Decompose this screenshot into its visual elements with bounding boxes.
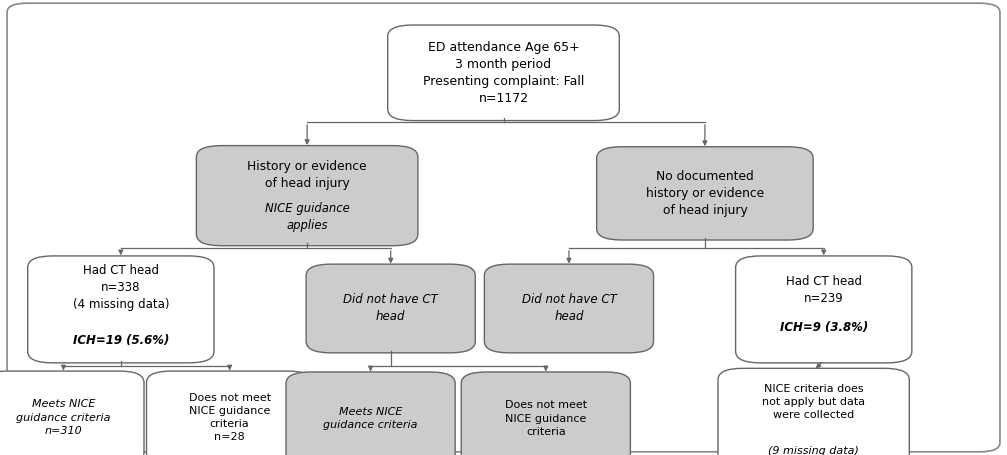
Text: History or evidence
of head injury: History or evidence of head injury <box>248 160 367 190</box>
Text: Does not meet
NICE guidance
criteria: Does not meet NICE guidance criteria <box>505 400 587 437</box>
FancyBboxPatch shape <box>27 256 213 363</box>
Text: ED attendance Age 65+
3 month period
Presenting complaint: Fall
n=1172: ED attendance Age 65+ 3 month period Pre… <box>423 41 584 105</box>
Text: Did not have CT
head: Did not have CT head <box>343 293 438 324</box>
FancyBboxPatch shape <box>484 264 654 353</box>
FancyBboxPatch shape <box>596 147 813 240</box>
FancyBboxPatch shape <box>286 372 455 455</box>
FancyBboxPatch shape <box>7 3 1000 452</box>
Text: ICH=9 (3.8%): ICH=9 (3.8%) <box>779 321 868 334</box>
Text: Does not meet
NICE guidance
criteria
n=28: Does not meet NICE guidance criteria n=2… <box>188 393 271 443</box>
Text: ICH=19 (5.6%): ICH=19 (5.6%) <box>73 334 169 347</box>
FancyBboxPatch shape <box>735 256 912 363</box>
Text: Had CT head
n=239: Had CT head n=239 <box>785 275 862 305</box>
FancyBboxPatch shape <box>196 146 418 246</box>
Text: Did not have CT
head: Did not have CT head <box>522 293 616 324</box>
Text: NICE criteria does
not apply but data
were collected: NICE criteria does not apply but data we… <box>762 384 865 420</box>
FancyBboxPatch shape <box>306 264 475 353</box>
FancyBboxPatch shape <box>388 25 619 121</box>
Text: Meets NICE
guidance criteria: Meets NICE guidance criteria <box>323 407 418 430</box>
Text: NICE guidance
applies: NICE guidance applies <box>265 202 349 232</box>
FancyBboxPatch shape <box>147 371 312 455</box>
Text: Meets NICE
guidance criteria
n=310: Meets NICE guidance criteria n=310 <box>16 399 111 436</box>
Text: No documented
history or evidence
of head injury: No documented history or evidence of hea… <box>645 170 764 217</box>
FancyBboxPatch shape <box>461 372 630 455</box>
Text: (9 missing data): (9 missing data) <box>768 446 859 455</box>
FancyBboxPatch shape <box>718 369 909 455</box>
FancyBboxPatch shape <box>0 371 144 455</box>
Text: Had CT head
n=338
(4 missing data): Had CT head n=338 (4 missing data) <box>73 264 169 311</box>
